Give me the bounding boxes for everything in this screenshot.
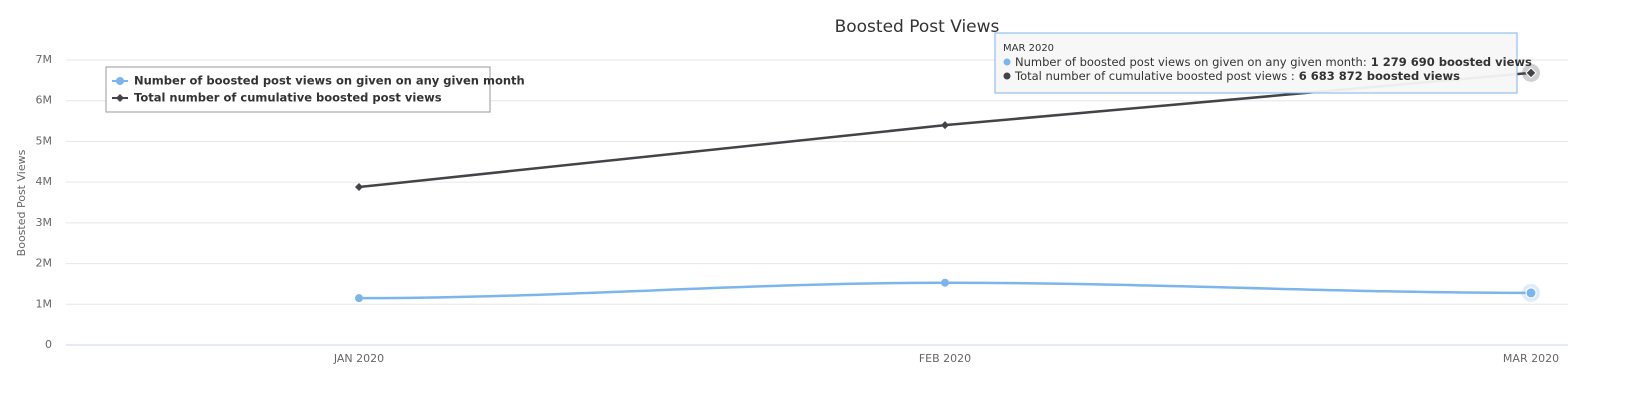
x-tick-label: FEB 2020 [919,352,971,365]
chart-title: Boosted Post Views [835,17,1000,37]
y-tick-label: 1M [36,297,53,310]
tooltip-line: Number of boosted post views on given on… [1015,55,1532,69]
y-axis-label: Boosted Post Views [15,149,28,256]
y-tick-label: 0 [45,338,52,351]
legend-label: Total number of cumulative boosted post … [134,91,442,105]
legend-box [105,66,491,113]
y-tick-label: 6M [36,94,53,107]
marker [1525,287,1537,299]
y-tick-label: 2M [36,257,53,270]
y-tick-label: 7M [36,53,53,66]
legend-label: Number of boosted post views on given on… [134,74,525,88]
tooltip-value: 1 279 690 boosted views [1371,55,1532,69]
tooltip-box [994,32,1518,94]
tooltip-dot [1003,72,1011,80]
tooltip-value: 6 683 872 boosted views [1299,69,1460,83]
marker [355,294,363,303]
tooltip-line: Total number of cumulative boosted post … [1014,69,1460,83]
tooltip-title: MAR 2020 [1003,43,1054,54]
legend: Number of boosted post views on given on… [105,66,525,113]
marker [1525,67,1537,79]
marker [116,94,124,102]
x-tick-label: MAR 2020 [1503,352,1559,365]
x-tick-label: JAN 2020 [333,352,384,365]
marker [941,121,949,130]
tooltip-dot [1003,58,1011,66]
marker [116,77,124,85]
marker [355,183,363,192]
tooltip-label: Number of boosted post views on given on… [1015,55,1367,69]
y-tick-label: 3M [36,216,53,229]
y-tick-label: 5M [36,134,53,147]
y-tick-label: 4M [36,175,53,188]
tooltip-label: Total number of cumulative boosted post … [1014,69,1295,83]
marker [941,278,949,287]
